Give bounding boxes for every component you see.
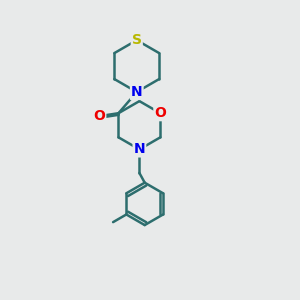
Text: O: O: [154, 106, 166, 120]
Text: N: N: [134, 142, 145, 156]
Text: S: S: [132, 33, 142, 47]
Text: N: N: [131, 85, 142, 99]
Text: O: O: [93, 109, 105, 123]
